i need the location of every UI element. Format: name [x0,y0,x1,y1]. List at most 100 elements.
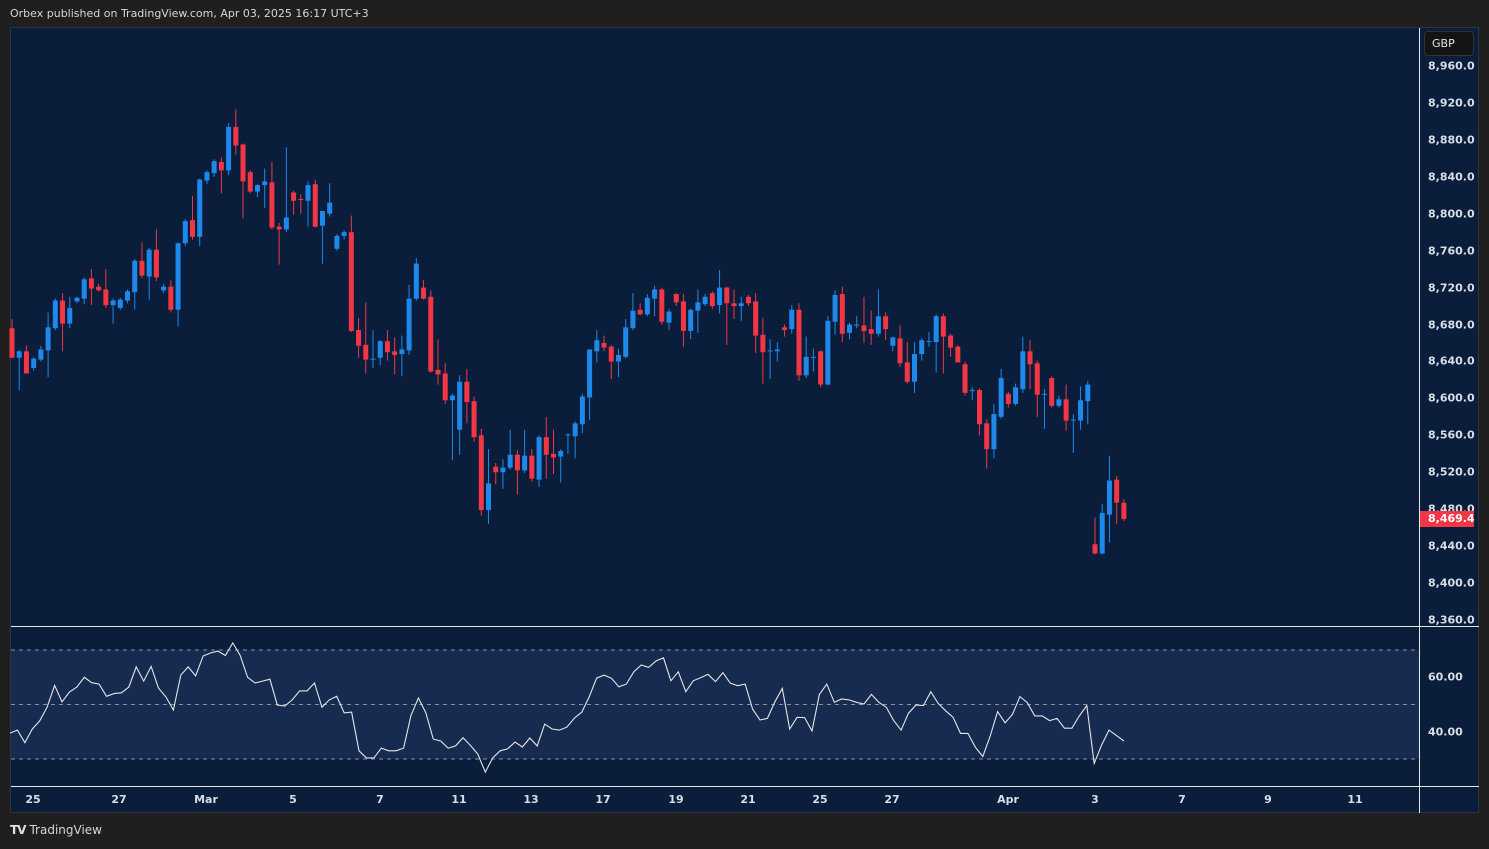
candle-down [96,286,102,291]
candle-up [52,300,58,329]
candle-up [226,126,232,171]
price-tick-label: 8,520.0 [1428,465,1475,479]
candle-up [74,297,80,302]
time-tick-label: 19 [668,793,684,806]
candle-down [839,294,845,334]
candle-up [1106,480,1112,515]
time-tick-label: Apr [997,793,1019,806]
candle-up [774,349,780,352]
candle-up [803,356,809,376]
currency-button[interactable]: GBP [1424,31,1474,56]
candle-down [680,301,686,331]
candle-up [717,287,723,306]
candle-up [341,232,347,236]
candle-down [190,220,195,237]
time-tick-label: Mar [194,793,218,806]
candle-up [305,185,311,201]
candle-down [421,287,427,299]
time-tick-label: 25 [25,793,41,806]
candle-down [955,346,961,363]
candle-down [673,294,679,303]
candle-down [904,362,910,382]
candle-up [738,303,744,307]
candle-down [861,325,867,331]
publish-info: Orbex published on TradingView.com, Apr … [10,7,369,20]
candle-up [1041,393,1047,395]
candle-down [962,364,968,393]
rsi-line [9,641,1125,774]
candle-down [356,330,362,346]
candle-down [529,455,535,479]
candle-up [125,291,131,301]
candle-up [500,467,506,473]
time-tick-label: 27 [111,793,127,806]
candle-up [919,340,925,355]
candle-down [464,381,470,403]
rsi-tick-label: 60.00 [1428,670,1463,684]
time-tick-label: 11 [451,793,467,806]
candle-up [211,161,217,174]
tradingview-logo-icon: TV [10,823,27,837]
price-tick-label: 8,960.0 [1428,59,1475,73]
candle-down [153,249,159,278]
price-tick-label: 8,440.0 [1428,539,1475,553]
candle-up [327,202,333,214]
time-tick-label: 5 [289,793,297,806]
candle-up [615,354,621,362]
candle-down [298,198,304,200]
candle-down [897,338,903,364]
candle-down [948,335,954,348]
candle-down [269,182,275,228]
price-tick-label: 8,560.0 [1428,428,1475,442]
candle-up [377,341,383,358]
time-tick-label: 11 [1347,793,1363,806]
candle-down [363,344,369,360]
candle-up [666,311,672,323]
time-tick-label: 7 [376,793,384,806]
candle-down [240,144,246,182]
price-tick-label: 8,640.0 [1428,354,1475,368]
candle-up [81,279,87,299]
price-tick-label: 8,920.0 [1428,96,1475,110]
last-price-label: 8,469.4 [1420,511,1475,527]
candle-down [543,437,549,455]
candle-up [507,454,513,468]
time-tick-label: 27 [884,793,900,806]
candle-down [1005,393,1011,404]
candle-up [652,289,658,299]
tradingview-logo[interactable]: TV TradingView [10,823,102,837]
candle-down [1121,502,1127,519]
candle-down [1063,399,1069,421]
tradingview-logo-text: TradingView [29,823,102,837]
price-tick-label: 8,760.0 [1428,244,1475,258]
candle-up [413,263,419,299]
candle-down [392,351,398,355]
candle-down [1034,363,1040,395]
candle-down [247,172,253,192]
candle-up [933,316,939,343]
candle-down [478,435,484,511]
candle-down [442,373,448,401]
candle-down [1114,479,1120,503]
candle-up [449,395,455,401]
candle-up [1070,419,1076,421]
candle-up [31,358,37,368]
candle-up [370,358,376,360]
candle-up [45,327,51,351]
candle-down [384,341,390,353]
candle-up [630,310,636,329]
candle-up [558,451,564,457]
candle-up [536,437,542,480]
candle-up [319,210,325,226]
candle-up [38,349,44,360]
candle-up [847,324,853,333]
candle-up [175,243,181,310]
candle-up [1056,399,1062,406]
price-tick-label: 8,600.0 [1428,391,1475,405]
candle-up [572,423,578,437]
candle-up [1078,400,1084,421]
candle-down [608,346,614,362]
candle-up [912,354,917,382]
time-tick-label: 21 [740,793,756,806]
